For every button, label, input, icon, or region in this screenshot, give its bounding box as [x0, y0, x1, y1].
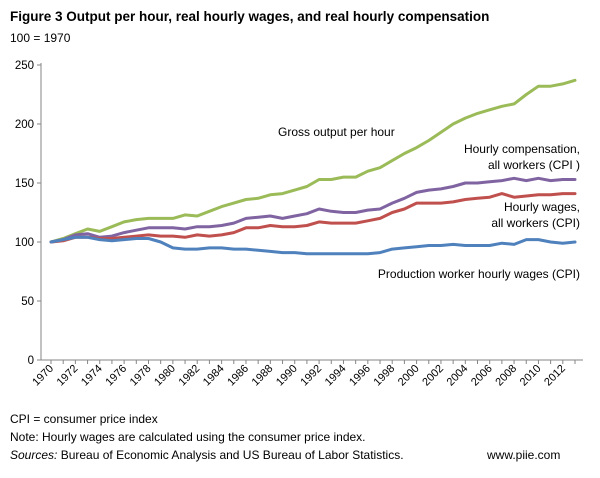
series-label-3: all workers (CPI)	[491, 216, 580, 230]
x-tick-label: 2004	[445, 363, 471, 389]
x-tick-label: 1980	[152, 363, 178, 389]
x-tick-label: 2010	[518, 363, 544, 389]
x-tick-label: 1988	[250, 363, 276, 389]
series-line-2	[49, 176, 577, 244]
y-tick-label: 250	[15, 60, 34, 72]
y-tick-label: 100	[15, 237, 34, 249]
sources-text: Bureau of Economic Analysis and US Burea…	[60, 448, 404, 462]
y-tick-label: 50	[21, 296, 34, 308]
x-tick-label: 1996	[347, 363, 373, 389]
chart-axes	[40, 63, 583, 361]
x-tick-label: 1970	[30, 363, 56, 389]
series-label-2: all workers (CPI )	[488, 158, 580, 172]
series-lines	[49, 78, 577, 256]
x-tick-label: 1994	[323, 363, 349, 389]
series-labels: Gross output per hour Hourly compensation…	[278, 125, 580, 281]
sources-label: Sources:	[10, 448, 58, 462]
series-label-2: Hourly compensation,	[464, 142, 580, 156]
x-tick-label: 2012	[542, 363, 568, 389]
x-tick-label: 2002	[420, 363, 446, 389]
x-tick-label: 1976	[103, 363, 129, 389]
y-tick-label: 0	[28, 355, 34, 367]
x-axis-ticks: 1970197219741976197819801982198419861988…	[30, 360, 576, 389]
x-tick-label: 2000	[396, 363, 422, 389]
website-credit: www.piie.com	[487, 448, 561, 462]
series-label-4: Production worker hourly wages (CPI)	[378, 267, 580, 281]
x-tick-label: 1992	[298, 363, 324, 389]
index-base-note: 100 = 1970	[10, 31, 71, 45]
x-tick-label: 2006	[469, 363, 495, 389]
y-tick-label: 150	[15, 178, 34, 190]
series-line-3	[49, 192, 577, 244]
chart-title: Figure 3 Output per hour, real hourly wa…	[10, 9, 490, 24]
series-label-3: Hourly wages,	[504, 200, 580, 214]
x-tick-label: 1990	[274, 363, 300, 389]
x-tick-label: 1974	[79, 363, 105, 389]
series-line-4	[49, 235, 577, 256]
y-tick-label: 200	[15, 119, 34, 131]
series-label-1: Gross output per hour	[278, 125, 395, 139]
sources-note: Sources: Bureau of Economic Analysis and…	[10, 448, 404, 462]
x-tick-label: 2008	[493, 363, 519, 389]
series-line-1	[49, 78, 577, 244]
x-tick-label: 1978	[128, 363, 154, 389]
cpi-definition-note: CPI = consumer price index	[10, 412, 158, 426]
methodology-note: Note: Hourly wages are calculated using …	[10, 430, 366, 444]
x-tick-label: 1972	[55, 363, 81, 389]
x-tick-label: 1998	[372, 363, 398, 389]
y-axis-ticks: 0 50 100 150 200 250	[15, 60, 41, 367]
x-tick-label: 1986	[225, 363, 251, 389]
x-tick-label: 1982	[177, 363, 203, 389]
x-tick-label: 1984	[201, 363, 227, 389]
